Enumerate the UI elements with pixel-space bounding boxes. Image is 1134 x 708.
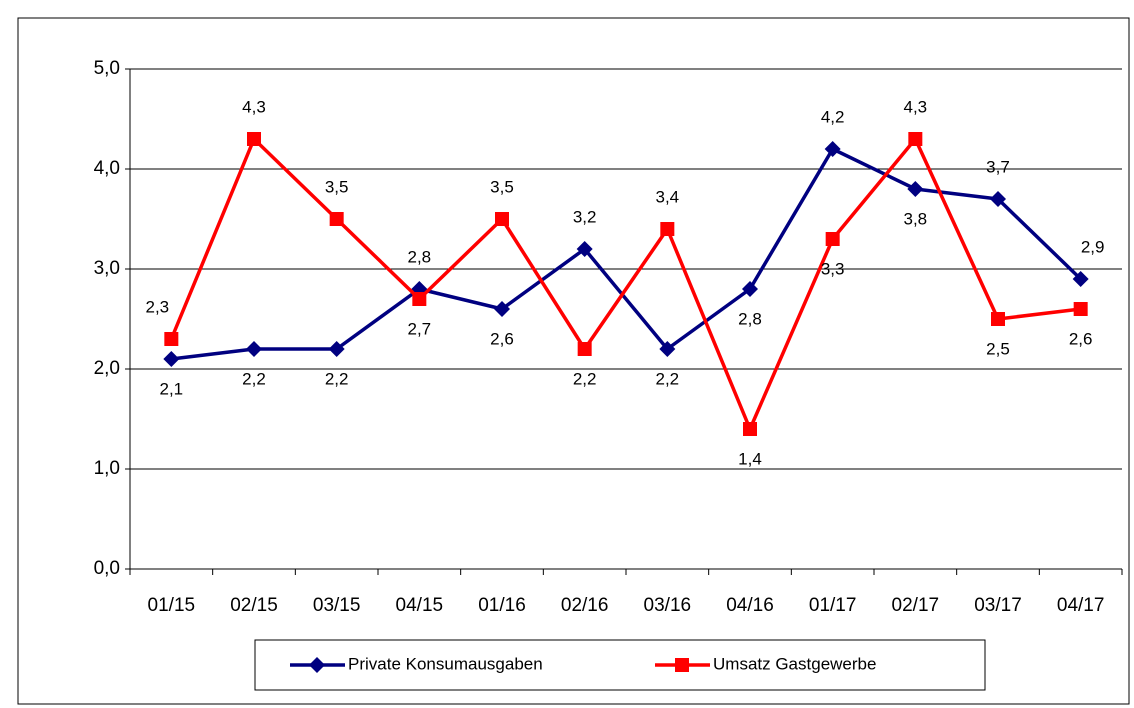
data-label: 3,5 [490, 177, 514, 196]
data-label: 2,8 [738, 309, 762, 328]
data-label: 3,5 [325, 177, 349, 196]
x-tick-label: 01/17 [809, 595, 857, 616]
data-label: 2,2 [325, 369, 349, 388]
point [742, 281, 758, 297]
point [577, 342, 592, 356]
series-line [169, 137, 1081, 431]
x-tick-label: 02/15 [230, 595, 278, 616]
data-label: 3,7 [986, 157, 1010, 176]
legend-label: Umsatz Gastgewerbe [713, 654, 876, 673]
data-label: 3,3 [821, 259, 845, 278]
data-label: 2,2 [242, 369, 266, 388]
point [494, 301, 510, 317]
x-tick-label: 04/17 [1057, 595, 1105, 616]
x-tick-label: 03/16 [644, 595, 692, 616]
y-tick-label: 4,0 [94, 158, 120, 179]
chart-frame [17, 17, 1130, 705]
point [743, 422, 757, 436]
data-label: 3,8 [904, 209, 928, 228]
point [246, 341, 262, 357]
y-tick-label: 1,0 [94, 458, 120, 479]
data-label: 2,7 [408, 319, 432, 338]
data-label: 2,6 [1069, 329, 1093, 348]
point [247, 132, 261, 146]
x-tick-label: 02/17 [892, 595, 940, 616]
y-tick-label: 3,0 [94, 258, 120, 279]
series-line [171, 147, 1082, 361]
point [824, 141, 841, 157]
data-label: 2,3 [146, 297, 170, 316]
data-label: 2,6 [490, 329, 514, 348]
data-label: 2,1 [160, 379, 184, 398]
point [659, 341, 676, 357]
point [908, 132, 923, 146]
point [1072, 271, 1089, 287]
data-label: 2,9 [1081, 237, 1105, 256]
point [1073, 302, 1088, 316]
data-label: 1,4 [738, 449, 762, 468]
x-tick-label: 03/17 [974, 595, 1022, 616]
data-label: 4,3 [904, 97, 928, 116]
point [990, 191, 1006, 207]
point [328, 341, 345, 357]
point [991, 312, 1005, 326]
y-tick-label: 5,0 [94, 58, 120, 79]
x-tick-label: 01/16 [478, 595, 526, 616]
data-label: 3,4 [656, 187, 680, 206]
x-tick-label: 01/15 [148, 595, 196, 616]
point [164, 332, 179, 346]
point [907, 181, 924, 197]
point [412, 292, 427, 306]
data-label: 2,2 [656, 369, 680, 388]
data-label: 4,2 [821, 107, 845, 126]
data-label: 2,2 [573, 369, 597, 388]
data-label: 2,8 [408, 247, 432, 266]
data-label: 2,5 [986, 339, 1010, 358]
legend-box [254, 639, 986, 691]
x-tick-label: 03/15 [313, 595, 361, 616]
point [825, 232, 840, 246]
point [675, 658, 689, 672]
x-tick-label: 04/16 [726, 595, 774, 616]
point [329, 212, 344, 226]
point [576, 241, 593, 257]
point [309, 657, 325, 673]
data-label: 3,2 [573, 207, 597, 226]
point [660, 222, 675, 236]
x-tick-label: 02/16 [561, 595, 609, 616]
data-label: 4,3 [242, 97, 266, 116]
y-tick-label: 0,0 [94, 558, 120, 579]
point [163, 351, 180, 367]
legend-label: Private Konsumausgaben [348, 654, 543, 673]
y-tick-label: 2,0 [94, 358, 120, 379]
x-tick-label: 04/15 [396, 595, 444, 616]
point [495, 212, 509, 226]
